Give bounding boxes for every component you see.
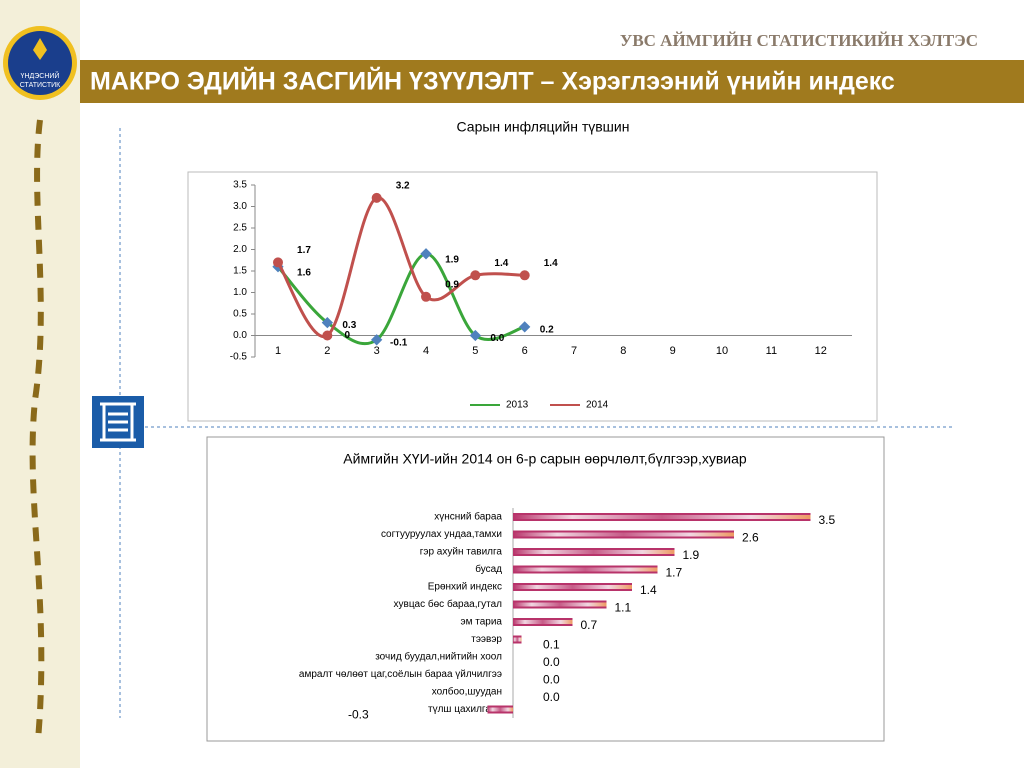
logo (8, 31, 72, 95)
chart-title: Сарын инфляцийн түвшин (457, 119, 630, 135)
bar-shine (513, 567, 658, 572)
title-bar (80, 60, 1024, 103)
marker (371, 192, 382, 203)
script-decoration (29, 119, 45, 741)
category-label: хувцас бөс бараа,гутал (394, 598, 503, 610)
icon-glyph (100, 402, 136, 442)
x-tick-label: 8 (620, 345, 626, 357)
x-tick-label: 6 (522, 345, 528, 357)
marker (519, 321, 531, 333)
y-tick-label: 0.5 (233, 309, 247, 320)
y-tick-label: 3.0 (233, 201, 247, 212)
data-label: 0 (345, 330, 351, 341)
x-tick-label: 9 (670, 345, 676, 357)
category-label: зочид буудал,нийтийн хоол (375, 651, 502, 663)
data-label: 1.1 (615, 601, 632, 615)
slide-title: МАКРО ЭДИЙН ЗАСГИЙН ҮЗҮҮЛЭЛТ – Хэрэглээн… (90, 66, 895, 96)
category-label: эм тариа (461, 617, 503, 628)
category-label: хүнсний бараа (434, 511, 502, 523)
bar-shine (513, 532, 734, 537)
marker (421, 291, 432, 302)
category-label: бусад (475, 563, 502, 575)
category-label: амралт чөлөөт цаг,соёлын бараа үйлчилгээ (299, 668, 502, 680)
logo-text: СТАТИСТИК (20, 82, 61, 89)
data-label: 0.0 (543, 655, 560, 669)
data-label: 0.3 (342, 320, 356, 331)
x-tick-label: 11 (766, 345, 777, 357)
data-label: 0.1 (543, 638, 560, 652)
category-label: Ерөнхий индекс (428, 582, 502, 593)
bar-shine (487, 707, 513, 712)
y-tick-label: 0.0 (233, 330, 247, 341)
bar-shine (513, 550, 675, 554)
data-label: -0.1 (390, 337, 408, 348)
category-label: холбоо,шуудан (432, 686, 502, 698)
y-tick-label: 3.5 (233, 180, 247, 191)
data-label: 1.4 (544, 258, 558, 269)
marker (273, 257, 283, 268)
data-label: 1.4 (640, 583, 657, 597)
data-label: 0.9 (445, 279, 459, 290)
marker (322, 330, 333, 341)
x-tick-label: 4 (423, 345, 429, 357)
data-label: 1.9 (445, 254, 459, 265)
y-tick-label: 1.0 (233, 287, 247, 298)
marker (321, 316, 333, 329)
bar-shine (513, 637, 522, 642)
bar-shine (513, 620, 573, 624)
data-label: 0.0 (490, 333, 504, 344)
data-label: 0.7 (581, 618, 598, 632)
marker (420, 248, 432, 260)
x-tick-label: 5 (472, 345, 478, 357)
chart-frame (187, 171, 878, 422)
data-label: 1.9 (683, 548, 700, 562)
legend-label: 2013 (506, 400, 529, 411)
bar-shine (513, 515, 811, 519)
data-label: 1.7 (666, 566, 683, 580)
marker (519, 270, 530, 281)
category-label: түлш цахилгаан (428, 704, 502, 715)
data-label: 0.0 (543, 673, 560, 687)
data-label: 3.2 (396, 181, 410, 192)
data-label: 3.5 (819, 513, 836, 527)
data-label: 2.6 (742, 531, 759, 545)
bar-shine (513, 585, 632, 589)
chart-title: Аймгийн ХҮИ-ийн 2014 он 6-р сарын өөрчлө… (343, 451, 747, 467)
x-tick-label: 2 (324, 345, 330, 357)
data-label: 1.6 (297, 267, 311, 278)
x-tick-label: 1 (275, 345, 281, 357)
marker (371, 334, 383, 346)
y-tick-label: -0.5 (230, 352, 248, 363)
data-label: 0.2 (540, 325, 554, 336)
category-label: согтууруулах ундаа,тамхи (381, 529, 502, 540)
data-label: 0.0 (543, 690, 560, 704)
marker (470, 270, 481, 281)
data-label: -0.3 (348, 708, 369, 722)
y-tick-label: 2.0 (233, 244, 247, 255)
y-tick-label: 1.5 (233, 266, 247, 277)
x-tick-label: 12 (815, 345, 827, 357)
logo-text: ҮНДЭСНИЙ (21, 71, 60, 80)
bar-shine (513, 602, 607, 607)
data-label: 1.4 (494, 258, 508, 269)
x-tick-label: 7 (571, 345, 577, 357)
marker (469, 329, 482, 342)
category-label: тээвэр (471, 634, 502, 645)
x-tick-label: 3 (374, 345, 380, 357)
logo-symbol (33, 38, 47, 60)
data-label: 1.7 (297, 245, 311, 256)
org-name: УВС АЙМГИЙН СТАТИСТИКИЙН ХЭЛТЭС (620, 31, 978, 50)
category-label: гэр ахуйн тавилга (420, 547, 503, 558)
y-tick-label: 2.5 (233, 223, 247, 234)
legend-label: 2014 (586, 400, 609, 411)
x-tick-label: 10 (716, 345, 728, 357)
